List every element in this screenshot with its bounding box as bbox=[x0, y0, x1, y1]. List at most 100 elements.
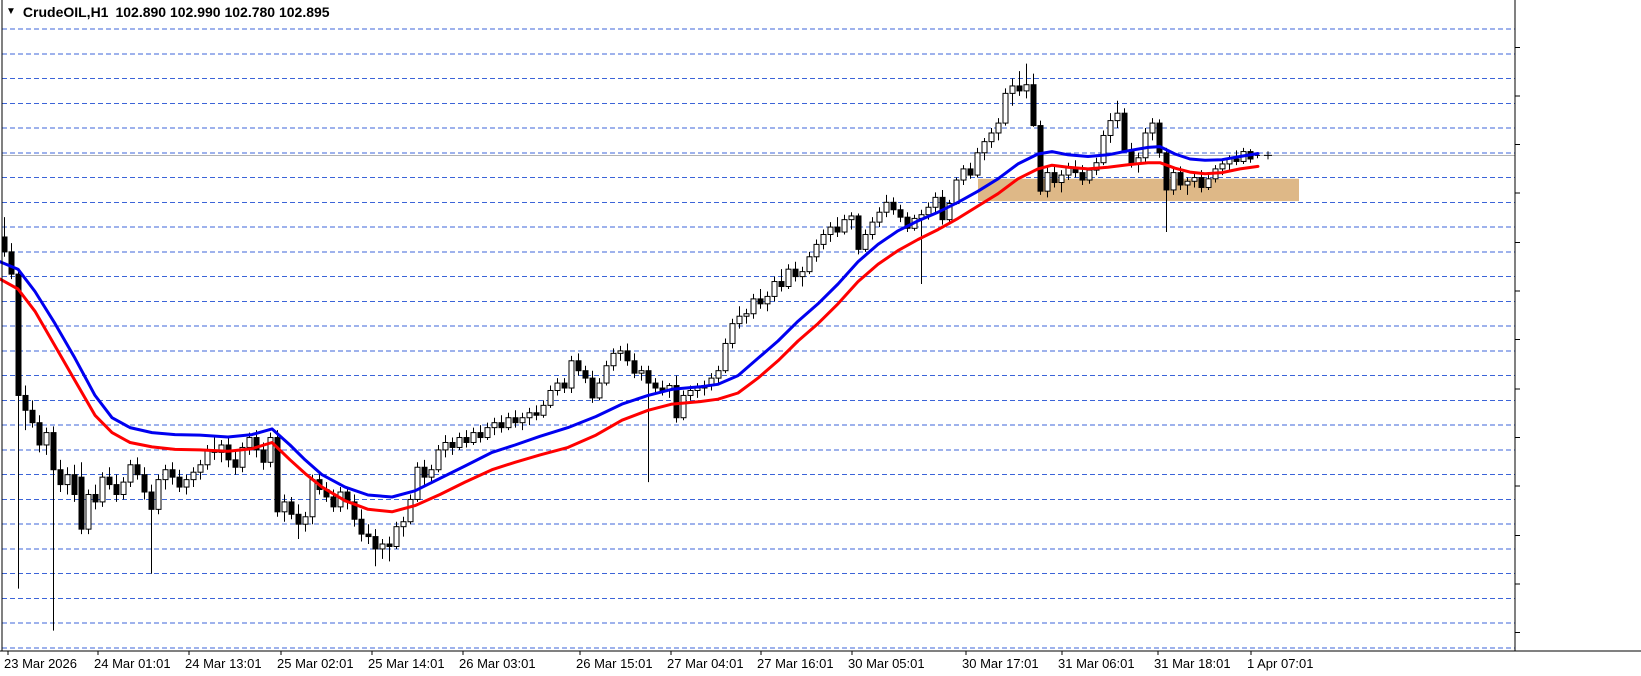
candle-bull bbox=[204, 449, 211, 466]
candle-bull bbox=[729, 323, 736, 344]
time-axis[interactable]: 23 Mar 2026 24 Mar 01:01 24 Mar 13:01 25 Ma… bbox=[0, 652, 1641, 676]
price-axis[interactable]: 108.000107.000106.000105.000104.000103.0… bbox=[1515, 0, 1641, 651]
candle-bull bbox=[1191, 177, 1198, 182]
time-tick-label: 25 Mar 02:01 bbox=[277, 656, 354, 671]
candle-bull bbox=[197, 464, 204, 473]
candle-bull bbox=[1114, 112, 1121, 122]
candle-bear bbox=[295, 513, 302, 525]
candle-bull bbox=[400, 521, 407, 528]
candle-bull bbox=[456, 437, 463, 448]
candle-bull bbox=[876, 211, 883, 223]
candle-bear bbox=[1121, 112, 1128, 151]
candle-bull bbox=[1219, 163, 1226, 170]
ma-blue-line[interactable] bbox=[0, 145, 1260, 499]
candle-bear bbox=[631, 360, 638, 374]
candle-bear bbox=[512, 417, 519, 424]
candle-bear bbox=[449, 441, 456, 448]
candle-bull bbox=[484, 427, 491, 439]
candle-bull bbox=[988, 132, 995, 143]
candle-bull bbox=[1002, 92, 1009, 124]
candle-bear bbox=[1163, 152, 1170, 191]
time-tick-label: 23 Mar 2026 bbox=[4, 656, 77, 671]
candle-bull bbox=[932, 196, 939, 208]
candle-bear bbox=[575, 360, 582, 372]
candle-bull bbox=[820, 234, 827, 245]
candle-bull bbox=[547, 389, 554, 406]
candle-bear bbox=[71, 474, 78, 495]
candle-bull bbox=[428, 469, 435, 478]
candle-bull bbox=[239, 446, 246, 468]
candle-bull bbox=[127, 464, 134, 483]
candle-bull bbox=[190, 471, 197, 481]
candle-bull bbox=[925, 206, 932, 216]
current-price-marker bbox=[1264, 151, 1272, 160]
candle-bull bbox=[379, 543, 386, 550]
candle-bear bbox=[22, 394, 29, 411]
candle-bull bbox=[736, 315, 743, 325]
candle-bull bbox=[491, 422, 498, 429]
candle-bull bbox=[617, 350, 624, 354]
candle-bull bbox=[953, 179, 960, 205]
candle-bear bbox=[673, 385, 680, 419]
candle-bear bbox=[1156, 122, 1163, 154]
candle-bear bbox=[1177, 172, 1184, 186]
candle-bull bbox=[526, 412, 533, 419]
candle-bear bbox=[15, 273, 22, 396]
candle-bull bbox=[414, 466, 421, 500]
candle-bear bbox=[1198, 177, 1205, 188]
candle-bull bbox=[435, 449, 442, 471]
candle-bull bbox=[64, 474, 71, 486]
candle-bull bbox=[1107, 120, 1114, 136]
candle-bull bbox=[1093, 162, 1100, 171]
candle-bull bbox=[183, 479, 190, 488]
time-tick-label: 1 Apr 07:01 bbox=[1247, 656, 1314, 671]
candle-bull bbox=[1009, 85, 1016, 94]
candle-bull bbox=[743, 313, 750, 317]
candle-bull bbox=[85, 493, 92, 530]
candle-bear bbox=[897, 209, 904, 218]
time-tick-label: 26 Mar 15:01 bbox=[576, 656, 653, 671]
candle-bull bbox=[1184, 180, 1191, 186]
candle-bear bbox=[372, 536, 379, 550]
candle-bear bbox=[106, 476, 113, 486]
candle-bear bbox=[1016, 85, 1023, 92]
candle-bear bbox=[904, 216, 911, 229]
candle-bear bbox=[855, 215, 862, 250]
candle-bear bbox=[890, 201, 897, 211]
candle-bear bbox=[92, 493, 99, 503]
candle-bull bbox=[974, 152, 981, 176]
candle-bull bbox=[1100, 134, 1107, 164]
candle-bear bbox=[351, 501, 358, 520]
candle-bull bbox=[638, 370, 645, 374]
candle-bear bbox=[967, 168, 974, 176]
candle-bear bbox=[169, 469, 176, 478]
candle-bear bbox=[36, 422, 43, 446]
candle-bull bbox=[841, 219, 848, 233]
candle-bear bbox=[232, 459, 239, 468]
candle-bull bbox=[267, 437, 274, 463]
time-tick-label: 24 Mar 13:01 bbox=[185, 656, 262, 671]
candle-bull bbox=[568, 360, 575, 389]
candle-bear bbox=[134, 464, 141, 476]
ma-red-line[interactable] bbox=[0, 161, 1260, 514]
symbol-timeframe-label: CrudeOIL,H1 bbox=[22, 4, 109, 20]
candle-bull bbox=[813, 243, 820, 258]
candle-bear bbox=[421, 466, 428, 478]
chart-title: ▼ CrudeOIL,H1 102.890 102.990 102.780 10… bbox=[6, 4, 330, 20]
candle-bear bbox=[589, 377, 596, 399]
candle-bull bbox=[155, 479, 162, 510]
candle-bull bbox=[771, 281, 778, 297]
candle-bull bbox=[162, 469, 169, 481]
supply-zone-rectangle[interactable] bbox=[978, 178, 1299, 202]
candle-bull bbox=[442, 441, 449, 451]
candle-bull bbox=[862, 234, 869, 250]
time-tick-label: 25 Mar 14:01 bbox=[368, 656, 445, 671]
candle-bull bbox=[309, 479, 316, 518]
candle-bull bbox=[554, 382, 561, 391]
candle-bull bbox=[1142, 132, 1149, 159]
candle-bear bbox=[1079, 172, 1086, 181]
candle-bull bbox=[806, 256, 813, 273]
candle-bull bbox=[1149, 122, 1156, 134]
time-tick-label: 31 Mar 18:01 bbox=[1154, 656, 1231, 671]
